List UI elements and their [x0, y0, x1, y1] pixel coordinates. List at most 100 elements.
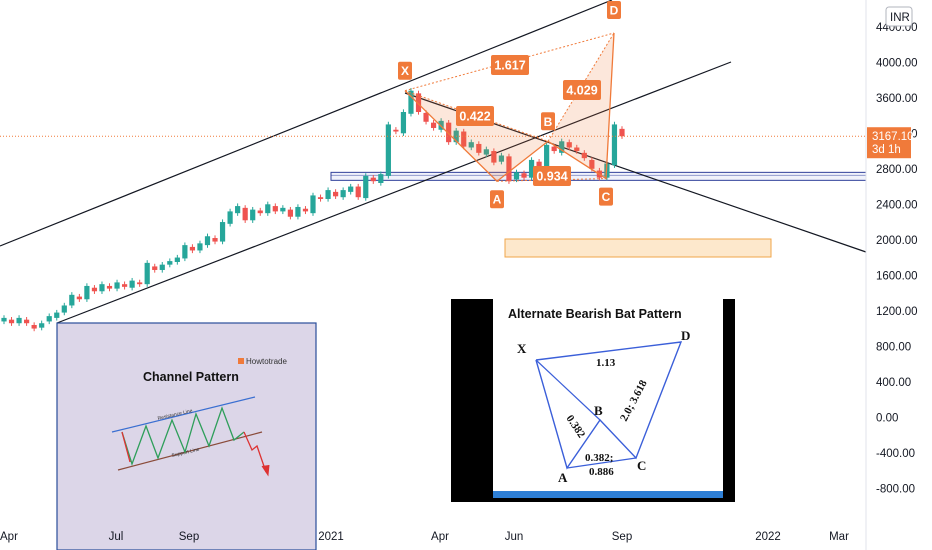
candle-body: [355, 186, 361, 198]
x-tick-label: Sep: [612, 531, 632, 543]
candle-body: [461, 131, 467, 147]
candle: [385, 121, 391, 179]
candle-body: [370, 177, 376, 182]
candle-body: [611, 124, 618, 166]
candle: [438, 118, 444, 133]
bat-ratio-ac-1: 0.382;: [585, 452, 613, 464]
y-tick-label: -400.00: [876, 448, 915, 460]
pattern-point-box: [599, 187, 613, 206]
candle: [106, 283, 113, 292]
currency-badge[interactable]: INR: [885, 6, 913, 27]
candle: [483, 146, 489, 158]
candle: [39, 320, 45, 331]
candle-body: [152, 266, 158, 270]
pattern-point-label: B: [544, 115, 553, 129]
candle-body: [114, 282, 120, 289]
candle-body: [84, 285, 90, 300]
ratio-label-box: [533, 166, 571, 186]
y-tick-label: 2400.00: [876, 199, 918, 211]
ratio-label[interactable]: 4.029: [563, 80, 601, 100]
candle: [167, 258, 173, 268]
pattern-point-a[interactable]: A: [490, 190, 504, 209]
candle: [423, 110, 429, 125]
pattern-fill-bcd: [548, 33, 614, 179]
candle: [317, 194, 324, 202]
y-tick-label: 2800.00: [876, 164, 918, 176]
candle: [348, 183, 354, 195]
candle: [574, 144, 580, 154]
candle: [619, 126, 625, 139]
candle-body: [348, 186, 354, 192]
candle: [16, 315, 22, 326]
x-tick-label: Jul: [109, 531, 124, 543]
candle: [144, 260, 150, 287]
candle-body: [528, 159, 535, 178]
candle: [363, 173, 369, 201]
candle-body: [415, 93, 422, 112]
y-tick-label: 1600.00: [876, 270, 918, 282]
candle: [84, 283, 90, 302]
candle: [491, 148, 497, 166]
pattern-point-box: [607, 1, 621, 20]
bat-pattern-inset[interactable]: Alternate Bearish Bat Pattern X A B C D …: [451, 299, 735, 502]
candle: [250, 206, 256, 223]
candle-body: [46, 316, 52, 322]
candle-body: [506, 156, 512, 182]
pattern-point-box: [490, 190, 504, 209]
bat-ac-line: [566, 457, 637, 469]
ratio-line-bd: [547, 32, 615, 142]
candle-body: [446, 122, 452, 143]
currency-badge-box: [885, 6, 913, 27]
candle-body: [129, 280, 135, 288]
candle-body: [438, 120, 444, 130]
candle: [182, 242, 188, 262]
candle-body: [61, 305, 67, 313]
candle-body: [257, 210, 263, 214]
pattern-point-d[interactable]: D: [607, 1, 621, 20]
candle-body: [295, 206, 301, 217]
support-line: [117, 431, 263, 471]
ratio-label[interactable]: 0.422: [456, 106, 494, 126]
text-note[interactable]: [504, 238, 772, 258]
pattern-point-b[interactable]: B: [541, 112, 555, 131]
ratio-label[interactable]: 1.617: [491, 55, 529, 75]
candle-body: [544, 144, 550, 168]
bar-countdown: 3d 1h: [872, 144, 901, 156]
resistance-line: [111, 396, 256, 433]
candle: [242, 205, 248, 223]
ratio-label-box: [491, 55, 529, 75]
pattern-point-x[interactable]: X: [398, 61, 412, 80]
candle-body: [476, 143, 482, 153]
pattern-point-c[interactable]: C: [599, 187, 613, 206]
candle-body: [400, 112, 407, 134]
candle: [468, 139, 474, 151]
candle-body: [219, 222, 226, 242]
candle-body: [333, 191, 339, 197]
x-tick-label: 2022: [755, 531, 781, 543]
candle: [265, 201, 271, 216]
candle-body: [408, 90, 414, 114]
time-scale[interactable]: Apr Jul Sep 2021 Apr Jun Sep 2022 Mar: [0, 518, 866, 543]
ratio-label[interactable]: 0.934: [533, 166, 571, 186]
bat-pattern-shape: [535, 341, 683, 470]
middle-channel-line[interactable]: [56, 61, 732, 324]
upper-channel-line[interactable]: [0, 0, 613, 247]
candle: [8, 317, 15, 326]
candle: [378, 171, 384, 186]
price-scale[interactable]: 4400.004000.003600.003200.002800.002400.…: [865, 0, 918, 550]
text-note-box[interactable]: [504, 238, 772, 258]
candle: [370, 175, 376, 184]
candle: [272, 203, 278, 215]
candle: [287, 206, 293, 220]
candle-body: [106, 285, 113, 289]
bat-point-c: C: [637, 458, 646, 473]
harmonic-pattern[interactable]: X A B C D 1.617 0.422 4.029 0.934: [398, 1, 621, 209]
bat-inset-bottom-bar: [493, 491, 723, 498]
ratio-line-xb: [404, 90, 549, 142]
candle-body: [182, 245, 188, 259]
candle-body: [227, 211, 233, 224]
channel-pattern-inset[interactable]: Howtotrade Channel Pattern Resistance Li…: [56, 322, 317, 550]
candle: [1, 315, 7, 325]
candle-body: [302, 208, 309, 212]
